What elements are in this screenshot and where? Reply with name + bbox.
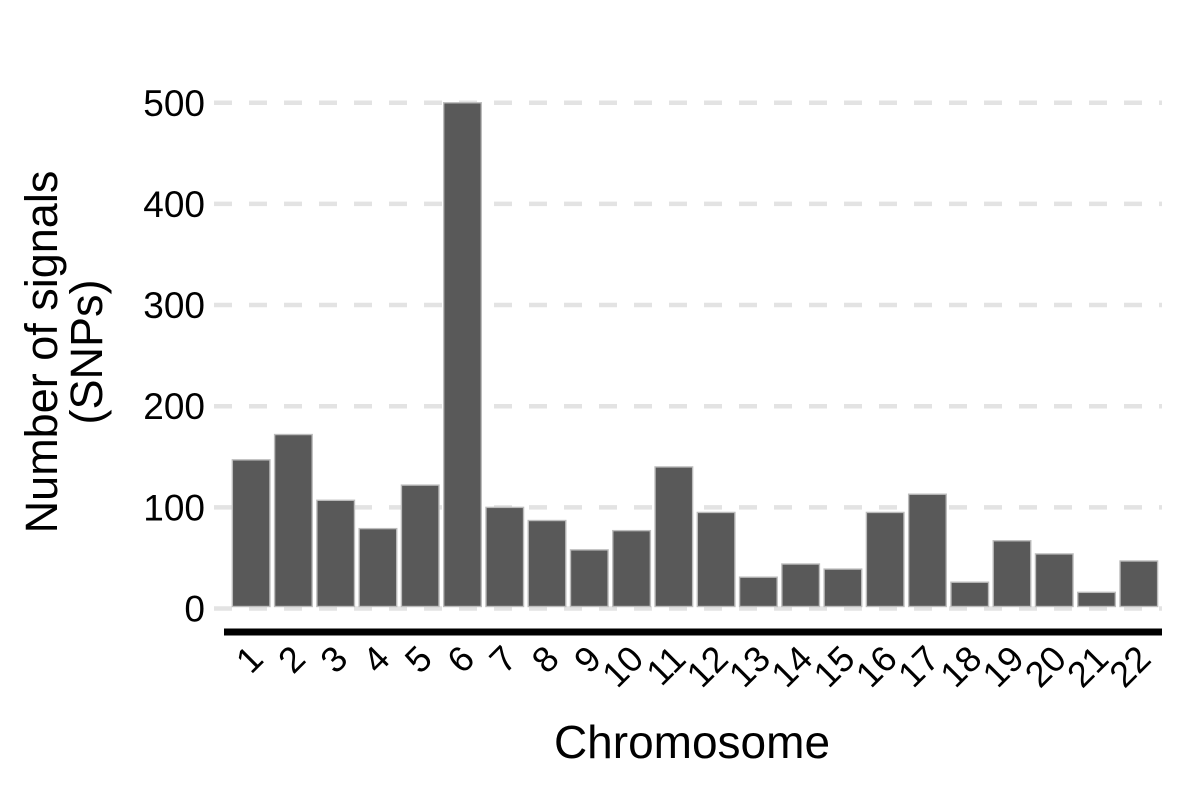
bar-chr-8 bbox=[527, 519, 567, 608]
bar-chr-4 bbox=[358, 527, 398, 608]
x-tick-label-7: 7 bbox=[481, 638, 524, 681]
bar-chr-9 bbox=[569, 549, 609, 608]
bar-chr-21 bbox=[1077, 591, 1117, 608]
x-tick-label-8: 8 bbox=[524, 638, 567, 681]
gridlines bbox=[214, 100, 1162, 611]
bar-chr-17 bbox=[907, 493, 947, 608]
bar-chr-1 bbox=[231, 459, 271, 608]
bar-chr-16 bbox=[865, 511, 905, 608]
bar-chr-6 bbox=[442, 102, 482, 608]
bar-chr-11 bbox=[654, 466, 694, 608]
x-tick-label-2: 2 bbox=[270, 638, 313, 681]
bar-chr-15 bbox=[823, 568, 863, 608]
x-tick-label-3: 3 bbox=[312, 638, 355, 681]
bar-chr-20 bbox=[1034, 553, 1074, 608]
bar-chr-5 bbox=[400, 484, 440, 608]
x-tick-label-22: 22 bbox=[1101, 638, 1158, 695]
bar-chr-14 bbox=[781, 563, 821, 608]
bar-chr-12 bbox=[696, 511, 736, 608]
bars bbox=[231, 102, 1159, 608]
bar-chr-3 bbox=[316, 499, 356, 608]
bar-chr-2 bbox=[273, 433, 313, 608]
bar-chr-13 bbox=[738, 576, 778, 608]
y-axis-title-line1: Number of signals bbox=[16, 171, 67, 534]
y-tick-label-100: 100 bbox=[143, 487, 205, 528]
bar-chr-22 bbox=[1119, 560, 1159, 608]
x-axis-title: Chromosome bbox=[554, 716, 830, 768]
y-axis-title-line2: (SNPs) bbox=[61, 280, 112, 425]
y-tick-label-0: 0 bbox=[184, 589, 205, 630]
x-tick-label-5: 5 bbox=[397, 638, 440, 681]
bar-chr-18 bbox=[950, 581, 990, 608]
x-tick-label-4: 4 bbox=[354, 638, 397, 681]
bar-chr-19 bbox=[992, 540, 1032, 608]
y-axis-tick-labels: 0 100 200 300 400 500 bbox=[143, 83, 205, 630]
x-tick-label-1: 1 bbox=[228, 638, 271, 681]
y-tick-label-500: 500 bbox=[143, 83, 205, 124]
x-tick-label-6: 6 bbox=[439, 638, 482, 681]
y-tick-label-200: 200 bbox=[143, 386, 205, 427]
bar-chr-10 bbox=[612, 529, 652, 608]
bar-chr-7 bbox=[485, 506, 525, 608]
y-tick-label-300: 300 bbox=[143, 285, 205, 326]
y-tick-label-400: 400 bbox=[143, 184, 205, 225]
